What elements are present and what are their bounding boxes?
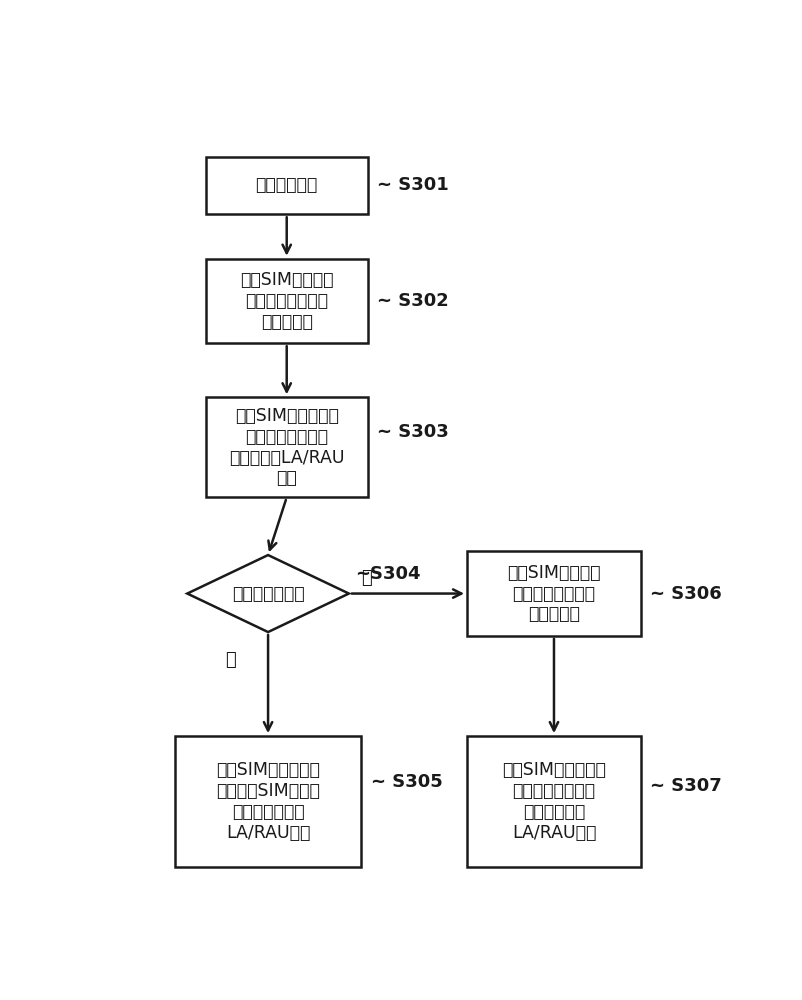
Text: ~ S303: ~ S303 — [377, 423, 448, 441]
Bar — [175, 736, 362, 867]
Text: ~S304: ~S304 — [355, 565, 420, 583]
Text: 第一SIM卡搜索网
络、执行同步、读
取系统消息: 第一SIM卡搜索网 络、执行同步、读 取系统消息 — [240, 271, 334, 331]
Text: 满足优化条件？: 满足优化条件？ — [232, 585, 305, 603]
Text: 第一SIM卡找到一个
合适的小区进行驻
留，并完成LA/RAU
注册: 第一SIM卡找到一个 合适的小区进行驻 留，并完成LA/RAU 注册 — [229, 407, 345, 487]
Text: 移动终端开机: 移动终端开机 — [256, 176, 318, 194]
Text: ~ S305: ~ S305 — [371, 773, 443, 791]
Text: ~ S307: ~ S307 — [650, 777, 722, 795]
Text: 否: 否 — [362, 569, 372, 587]
Text: 第二SIM卡找到另一
个合适的小区进行
驻留，并完成
LA/RAU注册: 第二SIM卡找到另一 个合适的小区进行 驻留，并完成 LA/RAU注册 — [502, 761, 606, 842]
Text: ~ S306: ~ S306 — [650, 585, 722, 603]
Text: 第二SIM卡搜索网
络、执行同步、读
取系统消息: 第二SIM卡搜索网 络、执行同步、读 取系统消息 — [507, 564, 601, 623]
Text: ~ S301: ~ S301 — [377, 176, 448, 194]
Bar — [206, 259, 367, 343]
Bar — [206, 157, 367, 214]
Text: 是: 是 — [225, 651, 236, 669]
Text: 第二SIM卡直接驻留
到与第一SIM卡相同
的小区，并完成
LA/RAU注册: 第二SIM卡直接驻留 到与第一SIM卡相同 的小区，并完成 LA/RAU注册 — [216, 761, 320, 842]
Polygon shape — [188, 555, 349, 632]
Bar — [467, 736, 641, 867]
Bar — [206, 397, 367, 497]
Bar — [467, 551, 641, 636]
Text: ~ S302: ~ S302 — [377, 292, 448, 310]
